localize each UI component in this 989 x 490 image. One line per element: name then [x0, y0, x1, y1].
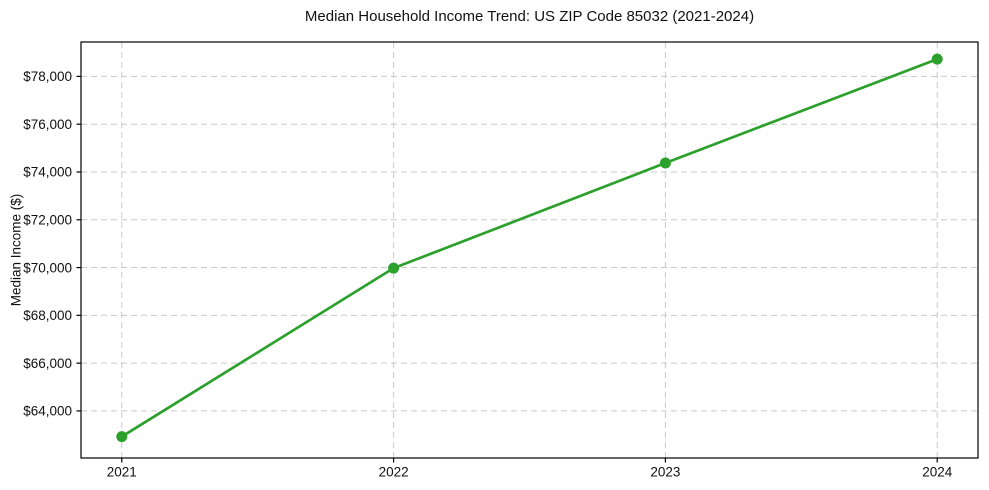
x-tick-label: 2024	[922, 465, 953, 480]
data-point	[116, 431, 128, 443]
x-tick-label: 2021	[107, 465, 137, 480]
y-tick-label: $64,000	[23, 404, 72, 419]
y-tick-label: $74,000	[23, 165, 72, 180]
x-tick-label: 2023	[650, 465, 680, 480]
data-point	[659, 157, 671, 169]
data-point	[931, 53, 943, 65]
y-tick-label: $68,000	[23, 308, 72, 323]
plot-border	[80, 41, 979, 459]
trend-line	[120, 57, 939, 438]
y-tick-label: $66,000	[23, 356, 72, 371]
chart-title: Median Household Income Trend: US ZIP Co…	[304, 8, 755, 25]
y-tick-label: $76,000	[23, 117, 72, 132]
y-tick-label: $72,000	[23, 212, 72, 227]
x-tick-label: 2022	[379, 465, 409, 480]
data-point	[388, 262, 400, 274]
y-axis-label: Median Income ($)	[8, 193, 24, 307]
y-tick-label: $78,000	[23, 69, 72, 84]
y-tick-label: $70,000	[23, 260, 72, 275]
